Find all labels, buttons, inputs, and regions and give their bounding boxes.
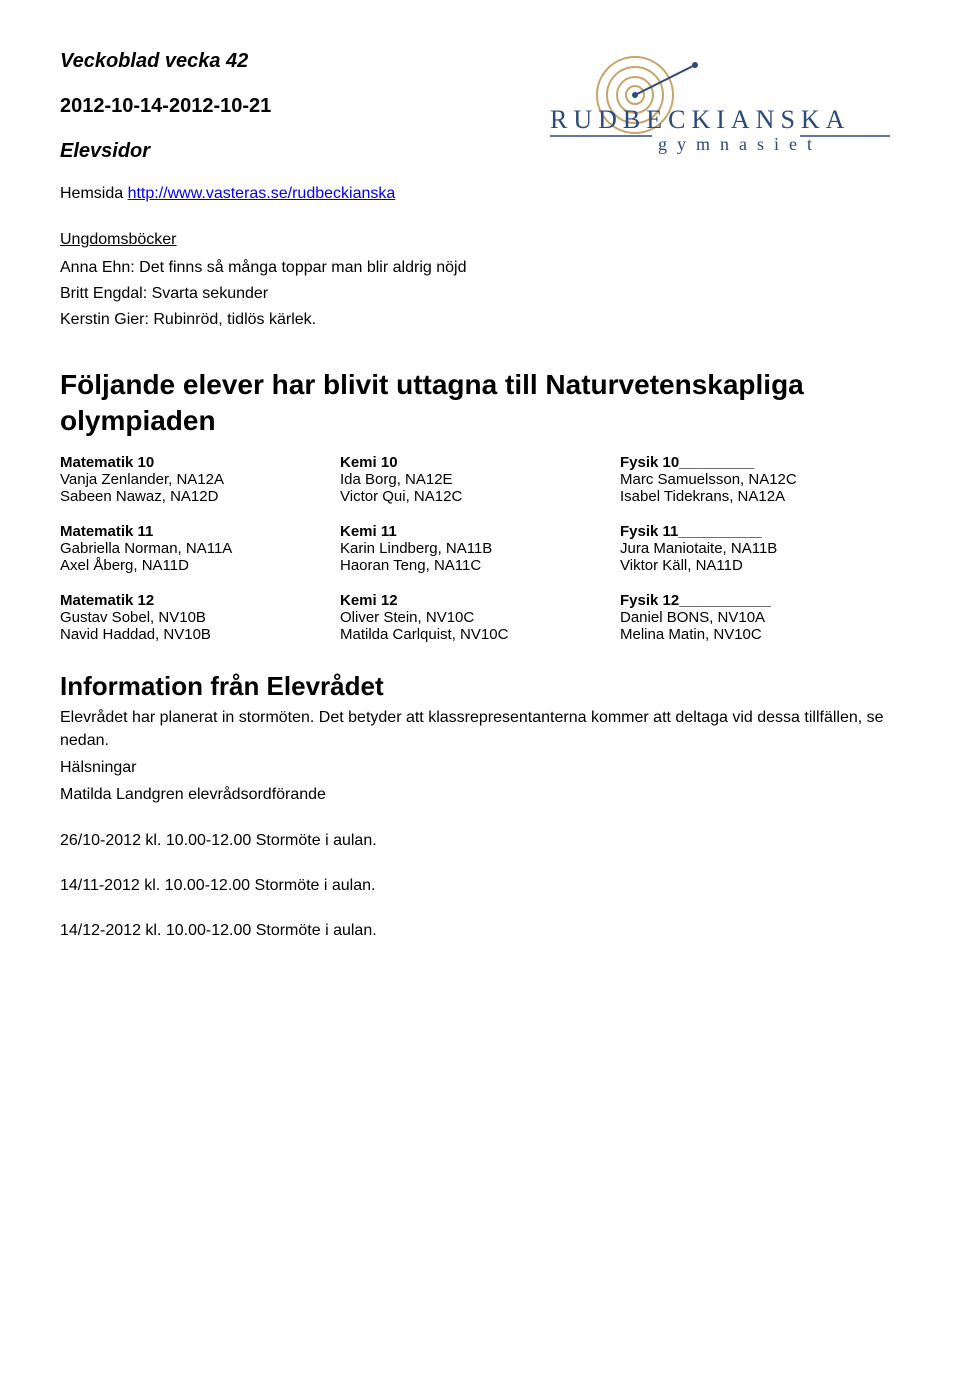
homepage-label: Hemsida	[60, 185, 128, 202]
olympiad-column: Kemi 12Oliver Stein, NV10CMatilda Carlqu…	[340, 592, 620, 643]
olympiad-column: Matematik 12Gustav Sobel, NV10BNavid Had…	[60, 592, 340, 643]
column-header: Fysik 12___________	[620, 592, 892, 609]
student-entry: Victor Qui, NA12C	[340, 488, 612, 505]
student-entry: Marc Samuelsson, NA12C	[620, 471, 892, 488]
meetings-list: 26/10-2012 kl. 10.00-12.00 Stormöte i au…	[60, 829, 900, 943]
book-item: Britt Engdal: Svarta sekunder	[60, 285, 900, 303]
council-greeting: Hälsningar	[60, 756, 900, 779]
student-entry: Axel Åberg, NA11D	[60, 557, 332, 574]
school-logo: RUDBECKIANSKA gymnasiet	[540, 50, 900, 170]
student-entry: Karin Lindberg, NA11B	[340, 540, 612, 557]
olympiad-column: Fysik 10_________Marc Samuelsson, NA12CI…	[620, 454, 900, 505]
book-item: Kerstin Gier: Rubinröd, tidlös kärlek.	[60, 311, 900, 329]
homepage-link[interactable]: http://www.vasteras.se/rudbeckianska	[128, 185, 396, 202]
meeting-entry: 26/10-2012 kl. 10.00-12.00 Stormöte i au…	[60, 829, 900, 852]
student-entry: Viktor Käll, NA11D	[620, 557, 892, 574]
student-entry: Jura Maniotaite, NA11B	[620, 540, 892, 557]
olympiad-column: Matematik 10Vanja Zenlander, NA12ASabeen…	[60, 454, 340, 505]
logo-main-text: RUDBECKIANSKA	[550, 105, 850, 134]
date-range: 2012-10-14-2012-10-21	[60, 95, 540, 118]
student-entry: Haoran Teng, NA11C	[340, 557, 612, 574]
olympiad-group: Matematik 10Vanja Zenlander, NA12ASabeen…	[60, 454, 900, 505]
books-heading: Ungdomsböcker	[60, 231, 900, 249]
olympiad-table: Matematik 10Vanja Zenlander, NA12ASabeen…	[60, 454, 900, 643]
council-para: Elevrådet har planerat in stormöten. Det…	[60, 706, 900, 752]
page-title: Veckoblad vecka 42	[60, 50, 540, 73]
column-header: Matematik 10	[60, 454, 332, 471]
student-entry: Isabel Tidekrans, NA12A	[620, 488, 892, 505]
student-entry: Matilda Carlquist, NV10C	[340, 626, 612, 643]
column-header: Fysik 11__________	[620, 523, 892, 540]
meeting-entry: 14/11-2012 kl. 10.00-12.00 Stormöte i au…	[60, 874, 900, 897]
column-header: Kemi 12	[340, 592, 612, 609]
student-entry: Oliver Stein, NV10C	[340, 609, 612, 626]
student-entry: Navid Haddad, NV10B	[60, 626, 332, 643]
column-header: Matematik 11	[60, 523, 332, 540]
section-label: Elevsidor	[60, 140, 540, 163]
olympiad-column: Kemi 10Ida Borg, NA12EVictor Qui, NA12C	[340, 454, 620, 505]
logo-sub-text: gymnasiet	[658, 134, 822, 154]
council-signature: Matilda Landgren elevrådsordförande	[60, 783, 900, 806]
student-entry: Ida Borg, NA12E	[340, 471, 612, 488]
olympiad-column: Fysik 11__________Jura Maniotaite, NA11B…	[620, 523, 900, 574]
student-entry: Vanja Zenlander, NA12A	[60, 471, 332, 488]
student-entry: Gustav Sobel, NV10B	[60, 609, 332, 626]
column-header: Fysik 10_________	[620, 454, 892, 471]
meeting-entry: 14/12-2012 kl. 10.00-12.00 Stormöte i au…	[60, 919, 900, 942]
column-header: Kemi 10	[340, 454, 612, 471]
student-entry: Gabriella Norman, NA11A	[60, 540, 332, 557]
olympiad-column: Fysik 12___________Daniel BONS, NV10AMel…	[620, 592, 900, 643]
books-list: Anna Ehn: Det finns så många toppar man …	[60, 259, 900, 329]
student-entry: Daniel BONS, NV10A	[620, 609, 892, 626]
olympiad-column: Kemi 11Karin Lindberg, NA11BHaoran Teng,…	[340, 523, 620, 574]
homepage-line: Hemsida http://www.vasteras.se/rudbeckia…	[60, 185, 540, 203]
book-item: Anna Ehn: Det finns så många toppar man …	[60, 259, 900, 277]
olympiad-group: Matematik 11Gabriella Norman, NA11AAxel …	[60, 523, 900, 574]
olympiad-column: Matematik 11Gabriella Norman, NA11AAxel …	[60, 523, 340, 574]
student-entry: Melina Matin, NV10C	[620, 626, 892, 643]
council-heading: Information från Elevrådet	[60, 671, 900, 702]
column-header: Matematik 12	[60, 592, 332, 609]
olympiad-group: Matematik 12Gustav Sobel, NV10BNavid Had…	[60, 592, 900, 643]
column-header: Kemi 11	[340, 523, 612, 540]
olympiad-heading: Följande elever har blivit uttagna till …	[60, 367, 900, 440]
student-entry: Sabeen Nawaz, NA12D	[60, 488, 332, 505]
